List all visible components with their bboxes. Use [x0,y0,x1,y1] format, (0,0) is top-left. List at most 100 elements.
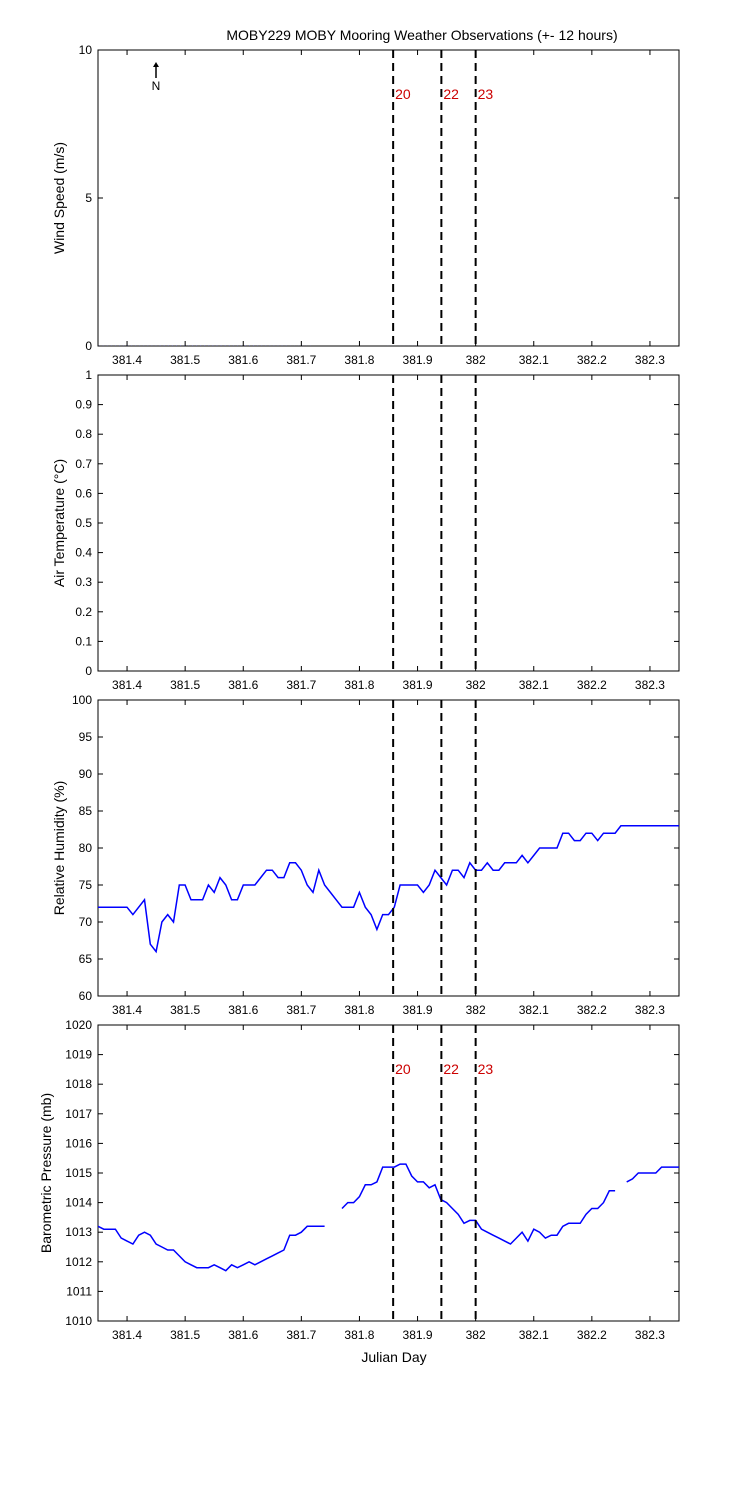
y-tick-label: 0.1 [75,634,92,648]
x-tick-label: 382.2 [577,353,607,367]
x-tick-label: 381.5 [170,353,200,367]
y-tick-label: 0.5 [75,516,92,530]
y-tick-label: 1018 [65,1077,92,1091]
y-tick-label: 0.4 [75,546,92,560]
x-tick-label: 381.7 [286,1328,316,1342]
y-tick-label: 80 [79,841,93,855]
y-tick-label: 65 [79,952,93,966]
x-tick-label: 381.4 [112,1003,142,1017]
x-tick-label: 381.7 [286,678,316,692]
x-axis-title: Julian Day [361,1349,426,1365]
plot-area [98,1163,679,1272]
north-label: N [152,79,161,93]
y-tick-label: 60 [79,989,93,1003]
x-tick-label: 381.6 [228,1328,258,1342]
x-tick-label: 381.6 [228,678,258,692]
y-tick-label: 85 [79,804,93,818]
x-tick-label: 381.7 [286,353,316,367]
x-tick-label: 381.5 [170,1003,200,1017]
x-tick-label: 381.9 [403,353,433,367]
y-tick-label: 90 [79,767,93,781]
event-label: 23 [478,1061,494,1077]
y-tick-label: 1013 [65,1225,92,1239]
y-tick-label: 0.2 [75,605,92,619]
x-tick-label: 382.1 [519,678,549,692]
x-tick-label: 382 [466,1003,486,1017]
y-tick-label: 75 [79,878,93,892]
y-tick-label: 0.7 [75,457,92,471]
x-tick-label: 381.8 [344,1328,374,1342]
y-tick-label: 0 [85,664,92,678]
y-tick-label: 1011 [66,1284,92,1298]
data-line [98,825,679,954]
x-tick-label: 382.3 [635,1328,665,1342]
x-tick-label: 381.4 [112,353,142,367]
x-tick-label: 382.1 [519,1003,549,1017]
y-tick-label: 0.6 [75,486,92,500]
y-tick-label: 5 [85,191,92,205]
panel-4: 381.4 381.5 381.6 381.7 381.8 381.9 382 382.1 38… [38,1018,680,1342]
event-label: 20 [395,1061,411,1077]
x-tick-label: 381.4 [112,678,142,692]
event-label: 22 [443,1061,459,1077]
chart-title-group: MOBY229 MOBY Mooring Weather Observation… [226,27,617,43]
y-axis-label: Relative Humidity (%) [51,781,67,916]
x-tick-label: 381.4 [112,1328,142,1342]
y-tick-label: 0 [85,339,92,353]
x-tick-label: 381.6 [228,353,258,367]
y-tick-label: 1015 [65,1166,92,1180]
data-line [626,1166,679,1183]
event-label: 22 [443,86,459,102]
x-tick-label: 381.8 [344,1003,374,1017]
y-tick-label: 100 [72,693,92,707]
plot-frame [97,49,680,347]
plot-area [98,825,679,954]
x-axis-title-group: Julian Day [361,1349,426,1365]
x-tick-label: 382.3 [635,353,665,367]
y-tick-label: 1017 [65,1107,92,1121]
y-tick-label: 1019 [65,1048,92,1062]
x-tick-label: 382.2 [577,1003,607,1017]
x-tick-label: 381.5 [170,678,200,692]
x-tick-label: 382 [466,1328,486,1342]
panel-1: 381.4 381.5 381.6 381.7 381.8 381.9 382 382.1 38… [51,43,680,367]
plot-frame [97,374,680,672]
x-tick-label: 381.9 [403,1328,433,1342]
y-tick-label: 0.3 [75,575,92,589]
y-tick-label: 0.8 [75,427,92,441]
y-tick-label: 1 [85,368,92,382]
y-axis-label: Air Temperature (°C) [51,459,67,587]
panel-3: 381.4 381.5 381.6 381.7 381.8 381.9 382 382.1 38… [51,693,680,1017]
x-tick-label: 382.1 [519,1328,549,1342]
y-tick-label: 1010 [65,1314,92,1328]
plot-frame [97,1024,680,1322]
x-tick-label: 381.8 [344,353,374,367]
event-label: 23 [478,86,494,102]
y-tick-label: 0.9 [75,398,92,412]
y-tick-label: 95 [79,730,93,744]
x-tick-label: 382.3 [635,1003,665,1017]
data-line [341,1163,616,1245]
panels: 381.4 381.5 381.6 381.7 381.8 381.9 382 382.1 38… [38,43,680,1342]
north-arrow-icon [153,62,159,67]
y-axis-label: Barometric Pressure (mb) [38,1093,54,1253]
y-axis-label: Wind Speed (m/s) [51,142,67,254]
x-tick-label: 381.5 [170,1328,200,1342]
panel-2: 381.4 381.5 381.6 381.7 381.8 381.9 382 382.1 38… [51,368,680,692]
x-tick-label: 381.7 [286,1003,316,1017]
y-tick-label: 1016 [65,1136,92,1150]
y-tick-label: 1012 [65,1255,92,1269]
y-tick-label: 70 [79,915,93,929]
x-tick-label: 382 [466,353,486,367]
y-tick-label: 10 [79,43,93,57]
plot-frame [97,699,680,997]
y-tick-label: 1014 [65,1196,92,1210]
x-tick-label: 381.8 [344,678,374,692]
x-tick-label: 382.2 [577,1328,607,1342]
x-tick-label: 382 [466,678,486,692]
event-label: 20 [395,86,411,102]
data-line [98,1225,325,1272]
y-tick-label: 1020 [65,1018,92,1032]
x-tick-label: 381.9 [403,678,433,692]
